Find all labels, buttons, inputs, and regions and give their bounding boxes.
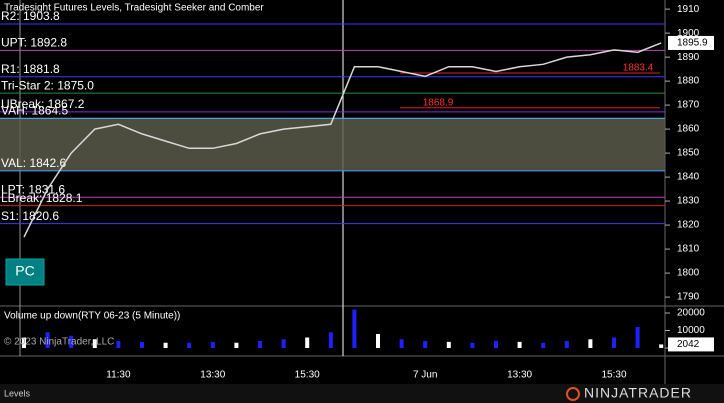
volume-bar bbox=[69, 335, 74, 348]
level-label: LBreak: 1828.1 bbox=[1, 191, 83, 205]
volume-bar bbox=[328, 332, 333, 348]
volume-bar bbox=[116, 341, 121, 348]
y-tick-label: 1830 bbox=[677, 196, 700, 207]
level-label: VAL: 1842.6 bbox=[1, 156, 66, 170]
volume-bar bbox=[612, 337, 616, 348]
y-tick-label: 1860 bbox=[677, 124, 700, 135]
x-tick-label: 11:30 bbox=[106, 370, 131, 381]
level-label: UPT: 1892.8 bbox=[1, 36, 67, 50]
y-tick-label: 1800 bbox=[677, 268, 700, 279]
pc-button-label[interactable]: PC bbox=[15, 263, 34, 279]
pc-button[interactable] bbox=[5, 258, 45, 286]
logo-icon bbox=[566, 387, 580, 401]
volume-bar bbox=[635, 327, 640, 348]
volume-bar bbox=[140, 341, 144, 348]
y-tick-label: 1790 bbox=[677, 292, 700, 303]
volume-bar bbox=[163, 342, 168, 348]
volume-bar bbox=[399, 339, 404, 348]
volume-bar bbox=[423, 341, 428, 348]
y-tick-label: 1900 bbox=[677, 28, 700, 39]
y-tick-label: 1840 bbox=[677, 172, 700, 183]
chart-title: Tradesight Futures Levels, Tradesight Se… bbox=[4, 3, 264, 14]
y-tick-label: 1890 bbox=[677, 52, 700, 63]
volume-bar bbox=[352, 309, 357, 348]
y-tick-label: 1850 bbox=[677, 148, 700, 159]
volume-bar bbox=[541, 342, 546, 348]
last-price-label: 1895.9 bbox=[677, 38, 708, 49]
copyright: © 2023 NinjaTrader, LLC bbox=[4, 337, 114, 348]
logo: NINJATRADER bbox=[584, 385, 692, 401]
volume-bar bbox=[281, 339, 286, 348]
annotation-label: 1883.4 bbox=[623, 63, 654, 74]
level-label: VAH: 1864.5 bbox=[1, 103, 68, 117]
x-tick-label: 15:30 bbox=[295, 370, 320, 381]
y-tick-label: 10000 bbox=[677, 325, 705, 336]
volume-title: Volume up down(RTY 06-23 (5 Minute)) bbox=[4, 311, 180, 322]
volume-bar bbox=[234, 342, 239, 348]
level-label: UBreak: 1867.2 bbox=[1, 97, 85, 111]
price-line bbox=[23, 42, 662, 238]
y-tick-label: 1910 bbox=[677, 4, 700, 15]
y-tick-label: 1870 bbox=[677, 100, 700, 111]
volume-bar bbox=[376, 334, 380, 348]
volume-bar bbox=[305, 337, 310, 348]
y-tick-label: 1820 bbox=[677, 220, 700, 231]
x-tick-label: 13:30 bbox=[507, 370, 532, 381]
volume-bar bbox=[494, 341, 498, 348]
volume-bar bbox=[517, 341, 522, 348]
last-volume-box bbox=[668, 337, 714, 352]
last-price-box bbox=[668, 35, 714, 50]
annotation-label: 1868.9 bbox=[423, 97, 454, 108]
volume-bar bbox=[446, 341, 451, 348]
volume-bar bbox=[659, 344, 664, 348]
y-tick-label: 20000 bbox=[677, 308, 705, 319]
level-label: S1: 1820.6 bbox=[1, 209, 59, 223]
volume-bar bbox=[470, 342, 475, 348]
level-label: R2: 1903.8 bbox=[1, 9, 60, 23]
y-tick-label: 1880 bbox=[677, 76, 700, 87]
levels-tab[interactable]: Levels bbox=[4, 388, 31, 398]
value-area bbox=[0, 118, 665, 171]
volume-bar bbox=[92, 339, 97, 348]
x-tick-label: 15:30 bbox=[601, 370, 626, 381]
volume-bar bbox=[258, 341, 262, 348]
volume-bar bbox=[564, 341, 569, 348]
x-tick-label: 13:30 bbox=[200, 370, 225, 381]
volume-bar bbox=[187, 342, 192, 348]
volume-bar bbox=[22, 337, 26, 348]
last-volume-label: 2042 bbox=[677, 339, 700, 350]
x-tick-label: 7 Jun bbox=[413, 370, 437, 381]
y-tick-label: 1810 bbox=[677, 244, 700, 255]
level-label: Tri-Star 2: 1875.0 bbox=[1, 78, 94, 92]
volume-bar bbox=[210, 341, 215, 348]
tab-bar bbox=[0, 384, 724, 403]
volume-bar bbox=[588, 339, 593, 348]
level-label: R1: 1881.8 bbox=[1, 62, 60, 76]
volume-bar bbox=[45, 332, 50, 348]
